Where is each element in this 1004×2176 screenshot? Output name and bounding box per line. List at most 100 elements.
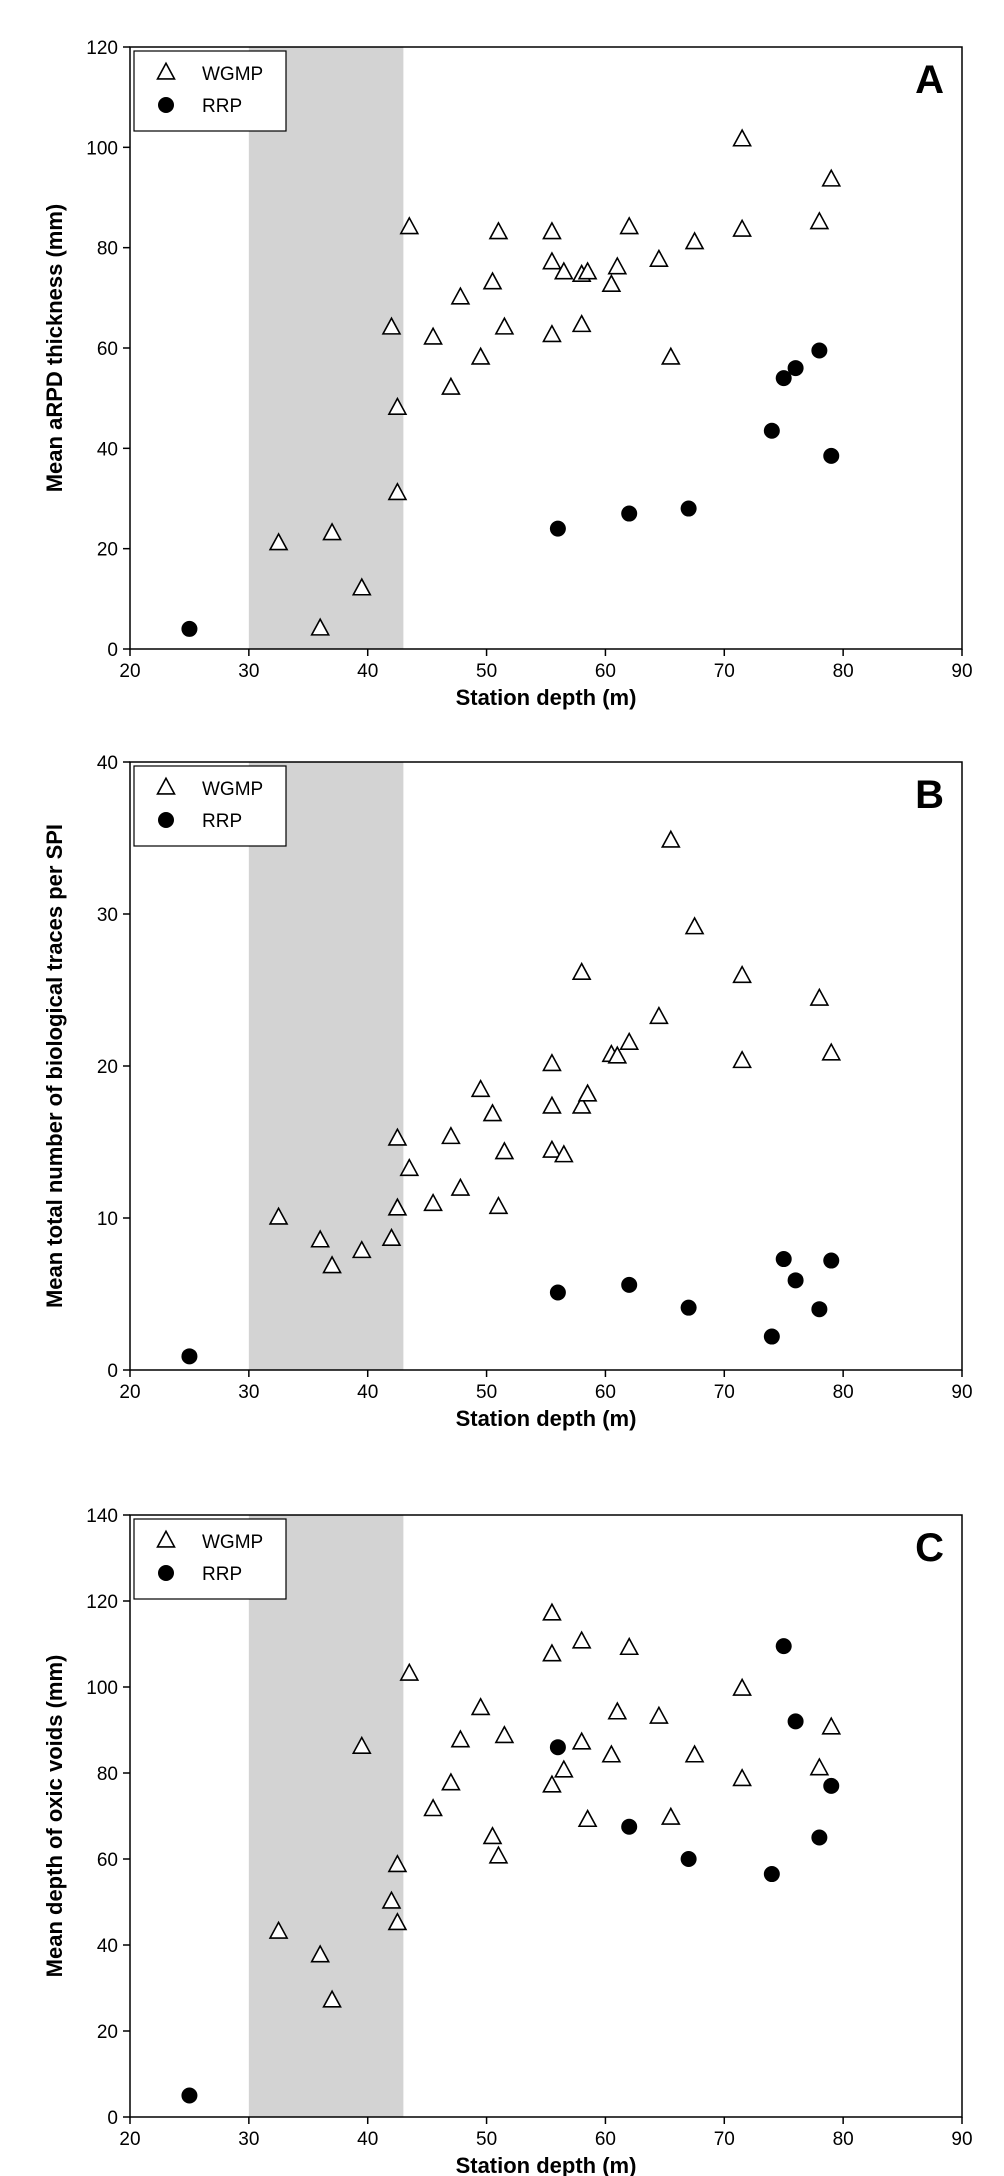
panel-a-rrp-point [823, 447, 840, 464]
panel-c-x-tick-label: 30 [238, 2129, 259, 2150]
panel-a-x-tick-label: 20 [119, 661, 140, 682]
panel-a-legend-rrp-label: RRP [202, 96, 242, 117]
panel-b-wgmp-point [488, 1195, 509, 1215]
panel-a-x-tick-label: 40 [357, 661, 378, 682]
panel-a-rrp-point [181, 620, 198, 637]
panel-a-wgmp-point [732, 218, 752, 237]
panel-a-wgmp-point [310, 617, 331, 636]
panel-b-y-tick-label: 30 [97, 905, 118, 926]
panel-b-wgmp-point [387, 1197, 408, 1216]
panel-a-legend-rrp-marker [158, 97, 174, 113]
panel-c-wgmp-point [619, 1636, 640, 1656]
panel-b-wgmp-point [607, 1045, 628, 1064]
panel-b-x-tick-label: 30 [238, 1382, 259, 1403]
panel-c-x-tick-label: 60 [595, 2129, 616, 2150]
panel-b-legend: WGMP RRP [133, 765, 287, 847]
panel-a-x-tick-label: 70 [714, 661, 735, 682]
panel-c-y-tick-label: 80 [97, 1764, 118, 1785]
panel-c-wgmp-point [660, 1806, 681, 1825]
panel-c-rrp-point [181, 2087, 198, 2104]
panel-c-wgmp-point [542, 1602, 562, 1621]
panel-c-x-axis-title: Station depth (m) [456, 2153, 637, 2176]
panel-c-x-tick-label: 40 [357, 2129, 378, 2150]
panel-b-letter: B [915, 773, 944, 817]
panel-b-rrp-point [621, 1276, 638, 1293]
panel-a-y-tick-label: 80 [97, 239, 118, 260]
panel-b-legend-rrp-label: RRP [202, 811, 242, 832]
panel-c-legend-box [133, 1518, 287, 1600]
panel-a-wgmp-point [809, 211, 830, 230]
panel-b-wgmp-point [577, 1083, 598, 1102]
panel-c-wgmp-point [601, 1744, 622, 1763]
panel-c-legend-wgmp-marker [156, 1529, 176, 1548]
panel-a-rrp-point [680, 500, 697, 517]
panel-a-rrp-point [811, 342, 828, 359]
panel-a-wgmp-point [660, 346, 681, 365]
panel-a-rrp-point [549, 520, 566, 537]
panel-a-rrp-point [775, 370, 792, 387]
panel-a-wgmp-point [542, 324, 562, 343]
panel-b-rrp-point [181, 1348, 198, 1365]
panel-a-shaded-band [248, 47, 404, 649]
panel-c-wgmp-point [351, 1735, 372, 1754]
panel-c-wgmp-point [322, 1989, 342, 2008]
panel-c-x-tick-label: 80 [833, 2129, 854, 2150]
panel-c-wgmp-point [809, 1757, 830, 1776]
panel-c-rrp-point [823, 1777, 840, 1794]
panel-a-wgmp-point [423, 326, 443, 345]
panel-a-wgmp-point [601, 273, 622, 293]
panel-a-letter: A [915, 58, 944, 102]
panel-b-wgmp-point [441, 1126, 461, 1145]
panel-b-y-tick-label: 10 [97, 1209, 118, 1230]
panel-b-wgmp-point [619, 1031, 640, 1050]
panel-c-wgmp-point [553, 1759, 574, 1778]
panel-b-wgmp-point [553, 1144, 574, 1163]
panel-a-x-tick-label: 30 [238, 661, 259, 682]
panel-a-wgmp-point [387, 396, 408, 415]
panel-b-wgmp-point [821, 1042, 842, 1061]
panel-c-wgmp-point [542, 1643, 562, 1662]
panel-a-rrp-point [787, 360, 804, 377]
panel-c-legend-rrp-marker [158, 1565, 174, 1581]
panel-b-legend-wgmp-marker [156, 776, 176, 795]
panel-a-wgmp-point [571, 314, 592, 333]
panel-c-x-tick-label: 70 [714, 2129, 735, 2150]
panel-c-plot-frame [129, 1514, 963, 2118]
panel-c-wgmp-point [494, 1725, 515, 1744]
panel-c-legend-rrp-label: RRP [202, 1564, 242, 1585]
panel-a-legend-wgmp-marker [156, 61, 176, 80]
panel-c-wgmp-point [387, 1854, 408, 1873]
panel-b-rrp-point [775, 1251, 792, 1268]
panel-a-y-axis-title: Mean aRPD thickness (mm) [42, 204, 67, 493]
panel-b-x-tick-label: 90 [951, 1382, 972, 1403]
panel-b-wgmp-point [482, 1103, 503, 1122]
panel-c-wgmp-point [607, 1701, 628, 1720]
panel-c-letter: C [915, 1526, 944, 1570]
panel-c-legend-wgmp-label: WGMP [202, 1532, 263, 1553]
panel-c-legend: WGMP RRP [133, 1518, 287, 1600]
panel-c-rrp-point [549, 1739, 566, 1756]
panel-a-wgmp-point [821, 168, 842, 187]
panel-b-wgmp-point [542, 1095, 562, 1114]
panel-a-y-tick-label: 60 [97, 339, 118, 360]
panel-a-wgmp-point [381, 316, 402, 335]
panel-a-y-tick-label: 40 [97, 439, 118, 460]
panel-b-wgmp-point [649, 1005, 669, 1025]
panel-c-wgmp-point [399, 1662, 420, 1681]
panel-a-legend-box [133, 50, 287, 132]
panel-a-y-tick-label: 0 [107, 640, 118, 661]
panel-a-wgmp-point [494, 316, 515, 335]
panel-a-wgmp-point [607, 256, 628, 275]
panel-c-y-axis-title: Mean depth of oxic voids (mm) [42, 1655, 67, 1978]
panel-b-y-tick-label: 40 [97, 753, 118, 774]
panel-c-wgmp-point [450, 1729, 471, 1748]
panel-b-wgmp-point [399, 1157, 420, 1177]
panel-c: 20 30 40 50 60 70 80 90020406080100120140Statio… [42, 1506, 973, 2176]
panel-c-y-tick-label: 120 [86, 1592, 118, 1613]
panel-c-x-tick-label: 90 [951, 2129, 972, 2150]
panel-b-rrp-point [811, 1301, 828, 1318]
panel-a-rrp-point [621, 505, 638, 522]
panel-c-y-tick-label: 140 [86, 1506, 118, 1527]
panel-b-y-axis-title: Mean total number of biological traces p… [42, 824, 67, 1308]
panel-a-wgmp-point [268, 532, 289, 551]
